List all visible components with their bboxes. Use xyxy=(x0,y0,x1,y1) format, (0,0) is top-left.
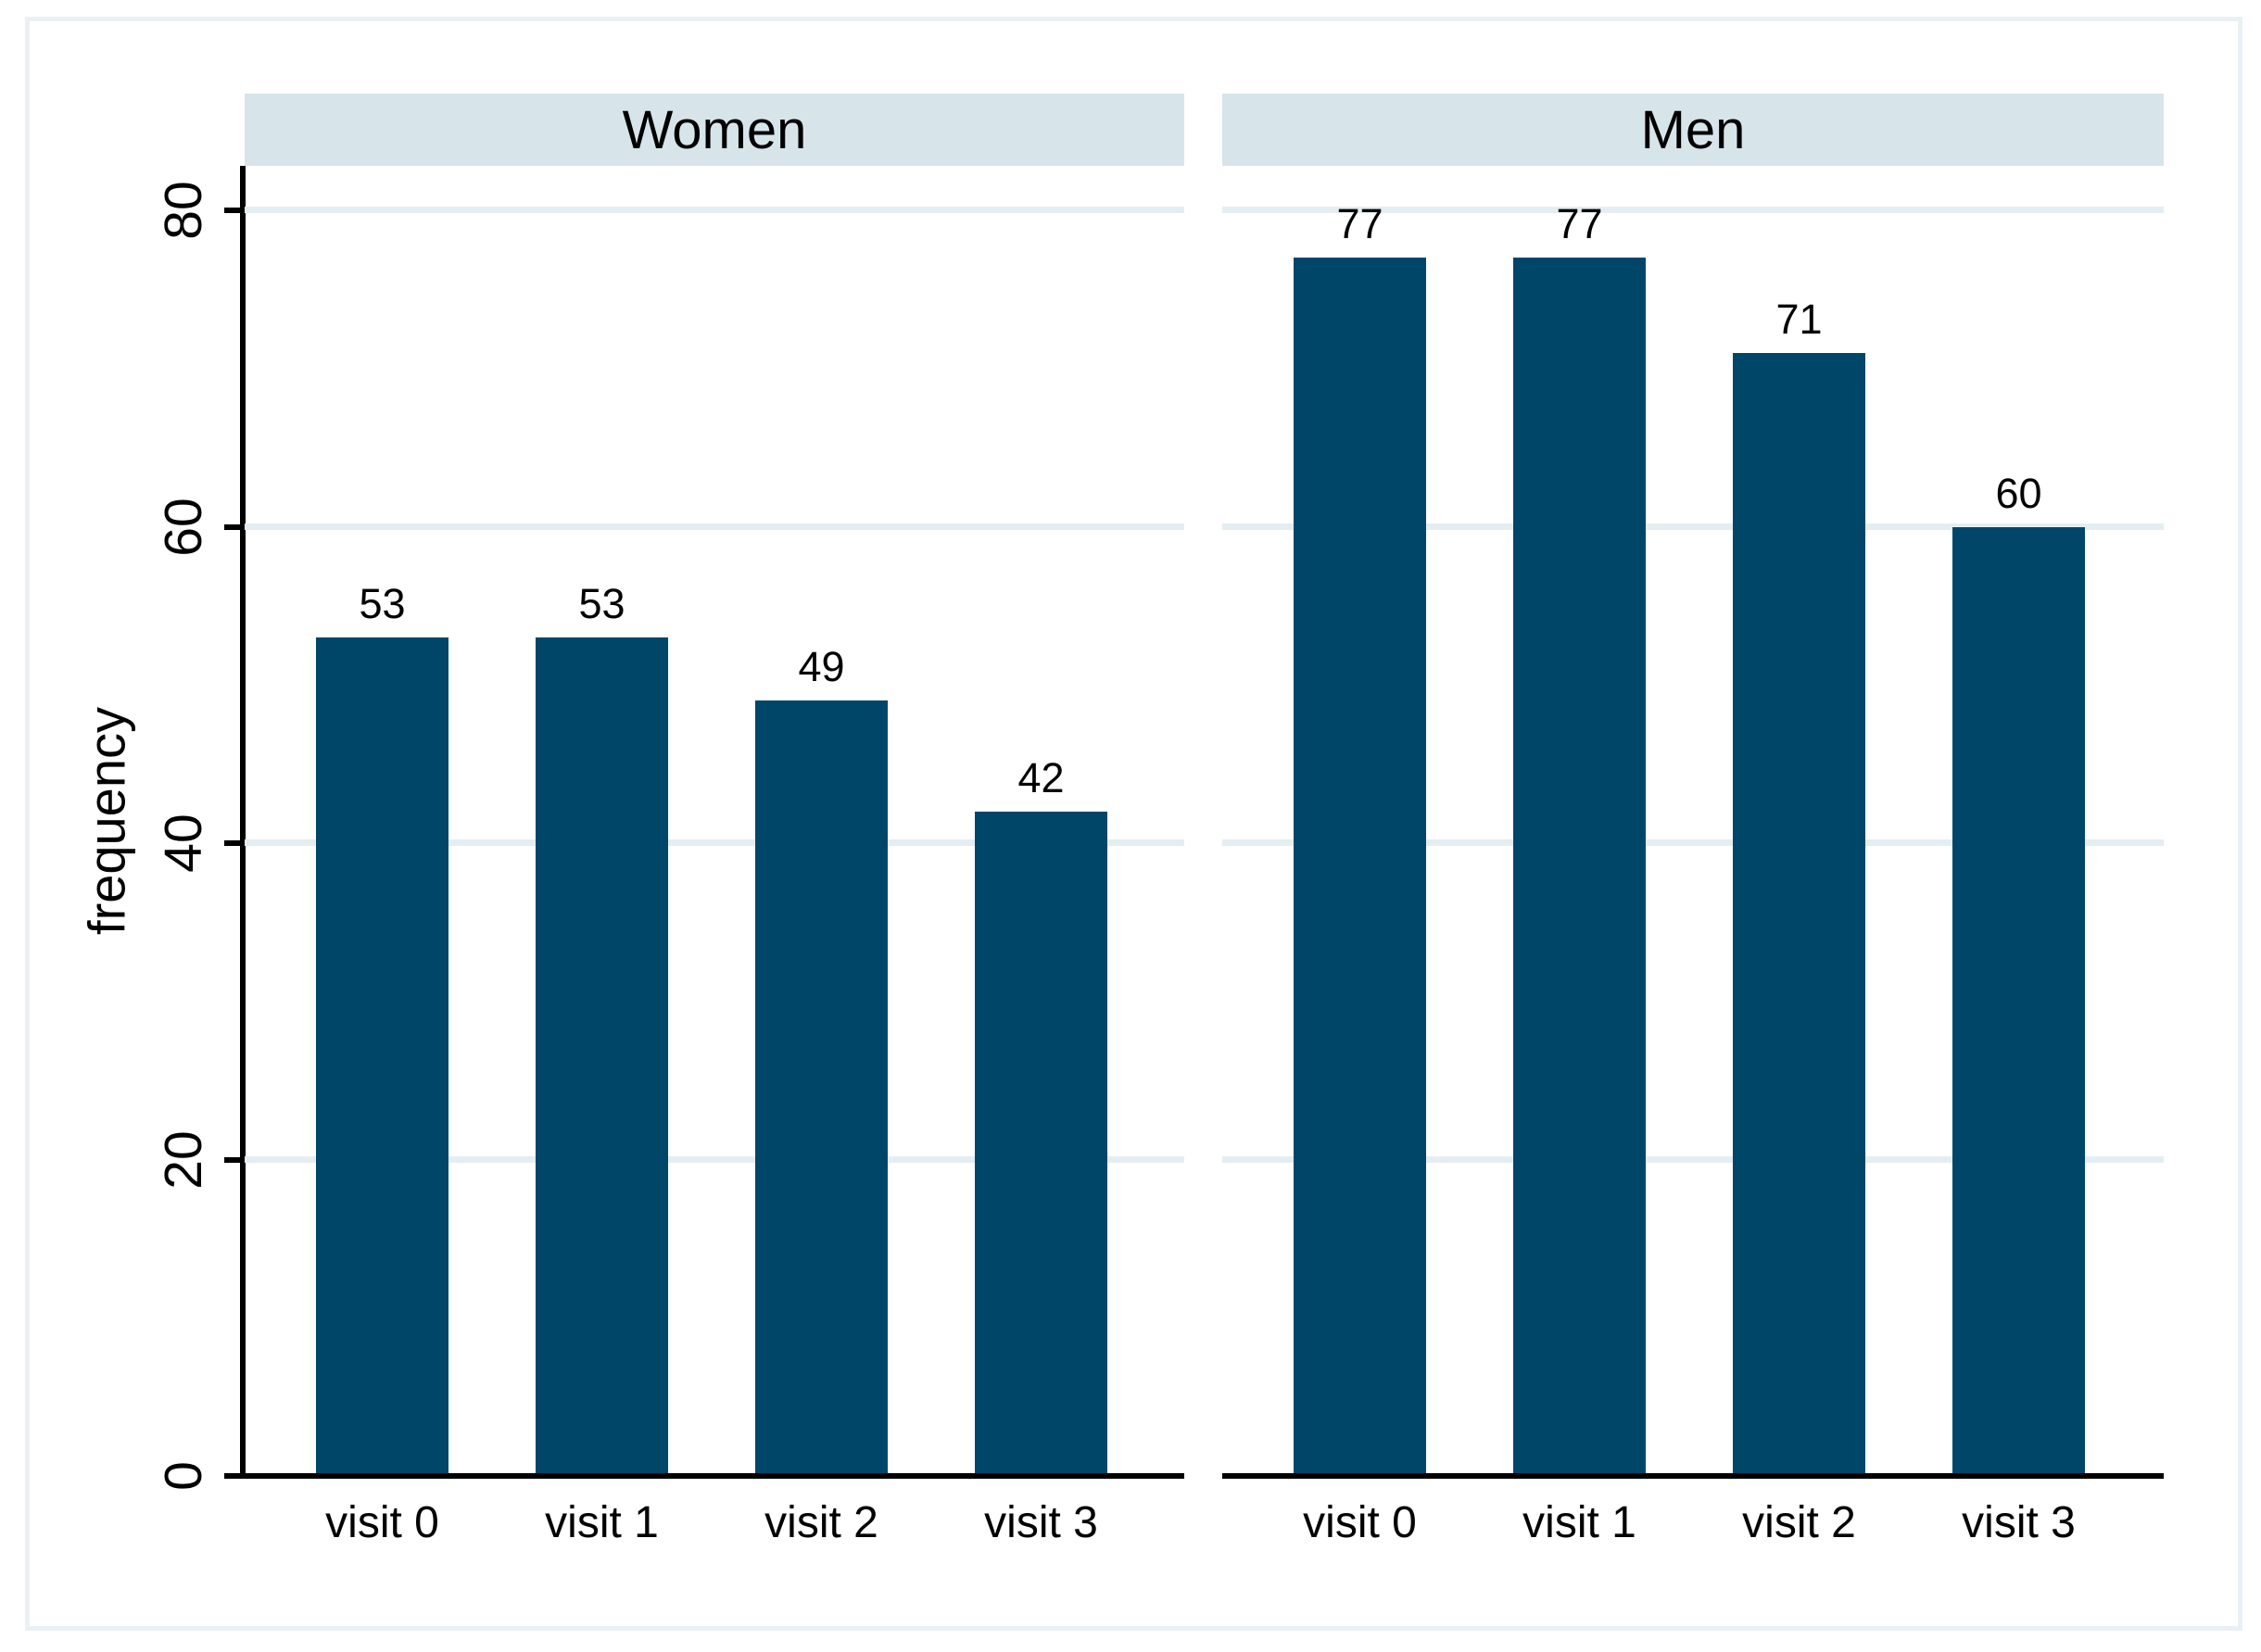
bar-value-label: 77 xyxy=(1336,200,1383,247)
bar-group: 71 xyxy=(1733,298,1865,1476)
bar-value-label: 53 xyxy=(359,580,406,627)
bar xyxy=(316,637,448,1476)
gridline xyxy=(245,523,1184,530)
bar-value-label: 77 xyxy=(1556,200,1603,247)
bar-group: 53 xyxy=(536,583,668,1476)
gridline xyxy=(245,207,1184,214)
x-category-label: visit 0 xyxy=(1303,1498,1417,1547)
y-tick-label: 80 xyxy=(154,181,213,240)
bar-value-label: 42 xyxy=(1017,754,1065,801)
y-tick-mark xyxy=(224,208,241,214)
gridline xyxy=(245,1155,1184,1163)
bar xyxy=(1952,527,2085,1476)
panel-header-women: Women xyxy=(245,94,1184,166)
x-category-label: visit 3 xyxy=(984,1498,1098,1547)
x-category-label: visit 1 xyxy=(545,1498,659,1547)
gridline xyxy=(1222,207,2164,214)
x-axis-line xyxy=(1222,1473,2164,1479)
y-tick-label: 20 xyxy=(154,1129,213,1190)
bar-value-label: 71 xyxy=(1775,296,1823,343)
x-category-label: visit 1 xyxy=(1522,1498,1636,1547)
bar-group: 42 xyxy=(975,757,1107,1476)
gridline xyxy=(1222,1155,2164,1163)
x-category-label: visit 0 xyxy=(325,1498,439,1547)
x-axis-line xyxy=(225,1473,1184,1479)
panel-header-men: Men xyxy=(1222,94,2164,166)
plot-area-women: 53 53 49 42 xyxy=(245,166,1184,1476)
bar xyxy=(975,812,1107,1476)
panel-title: Men xyxy=(1640,99,1746,160)
panel-title: Women xyxy=(622,99,807,160)
x-category-label: visit 2 xyxy=(1742,1498,1856,1547)
bar-value-label: 60 xyxy=(1995,470,2042,517)
bar-value-label: 49 xyxy=(798,643,845,690)
bar xyxy=(1513,258,1646,1476)
gridline xyxy=(245,839,1184,847)
y-tick-label: 40 xyxy=(154,813,213,873)
bar-group: 77 xyxy=(1294,203,1426,1476)
bar xyxy=(755,700,888,1476)
bar-group: 53 xyxy=(316,583,448,1476)
bar-group: 49 xyxy=(755,646,888,1476)
bar xyxy=(536,637,668,1476)
bar-group: 60 xyxy=(1952,473,2085,1476)
bar-value-label: 53 xyxy=(578,580,625,627)
bar xyxy=(1733,353,1865,1476)
y-tick-mark xyxy=(224,840,241,847)
bar-group: 77 xyxy=(1513,203,1646,1476)
y-axis-title: frequency xyxy=(77,707,136,935)
bar xyxy=(1294,258,1426,1476)
gridline xyxy=(1222,523,2164,530)
gridline xyxy=(1222,839,2164,847)
y-tick-mark xyxy=(224,1156,241,1163)
x-category-label: visit 3 xyxy=(1962,1498,2076,1547)
y-tick-label: 60 xyxy=(154,497,213,557)
y-tick-mark xyxy=(224,523,241,530)
x-category-label: visit 2 xyxy=(764,1498,878,1547)
y-tick-label: 0 xyxy=(154,1461,213,1491)
y-axis-line xyxy=(240,166,246,1479)
plot-area-men: 77 77 71 60 xyxy=(1222,166,2164,1476)
